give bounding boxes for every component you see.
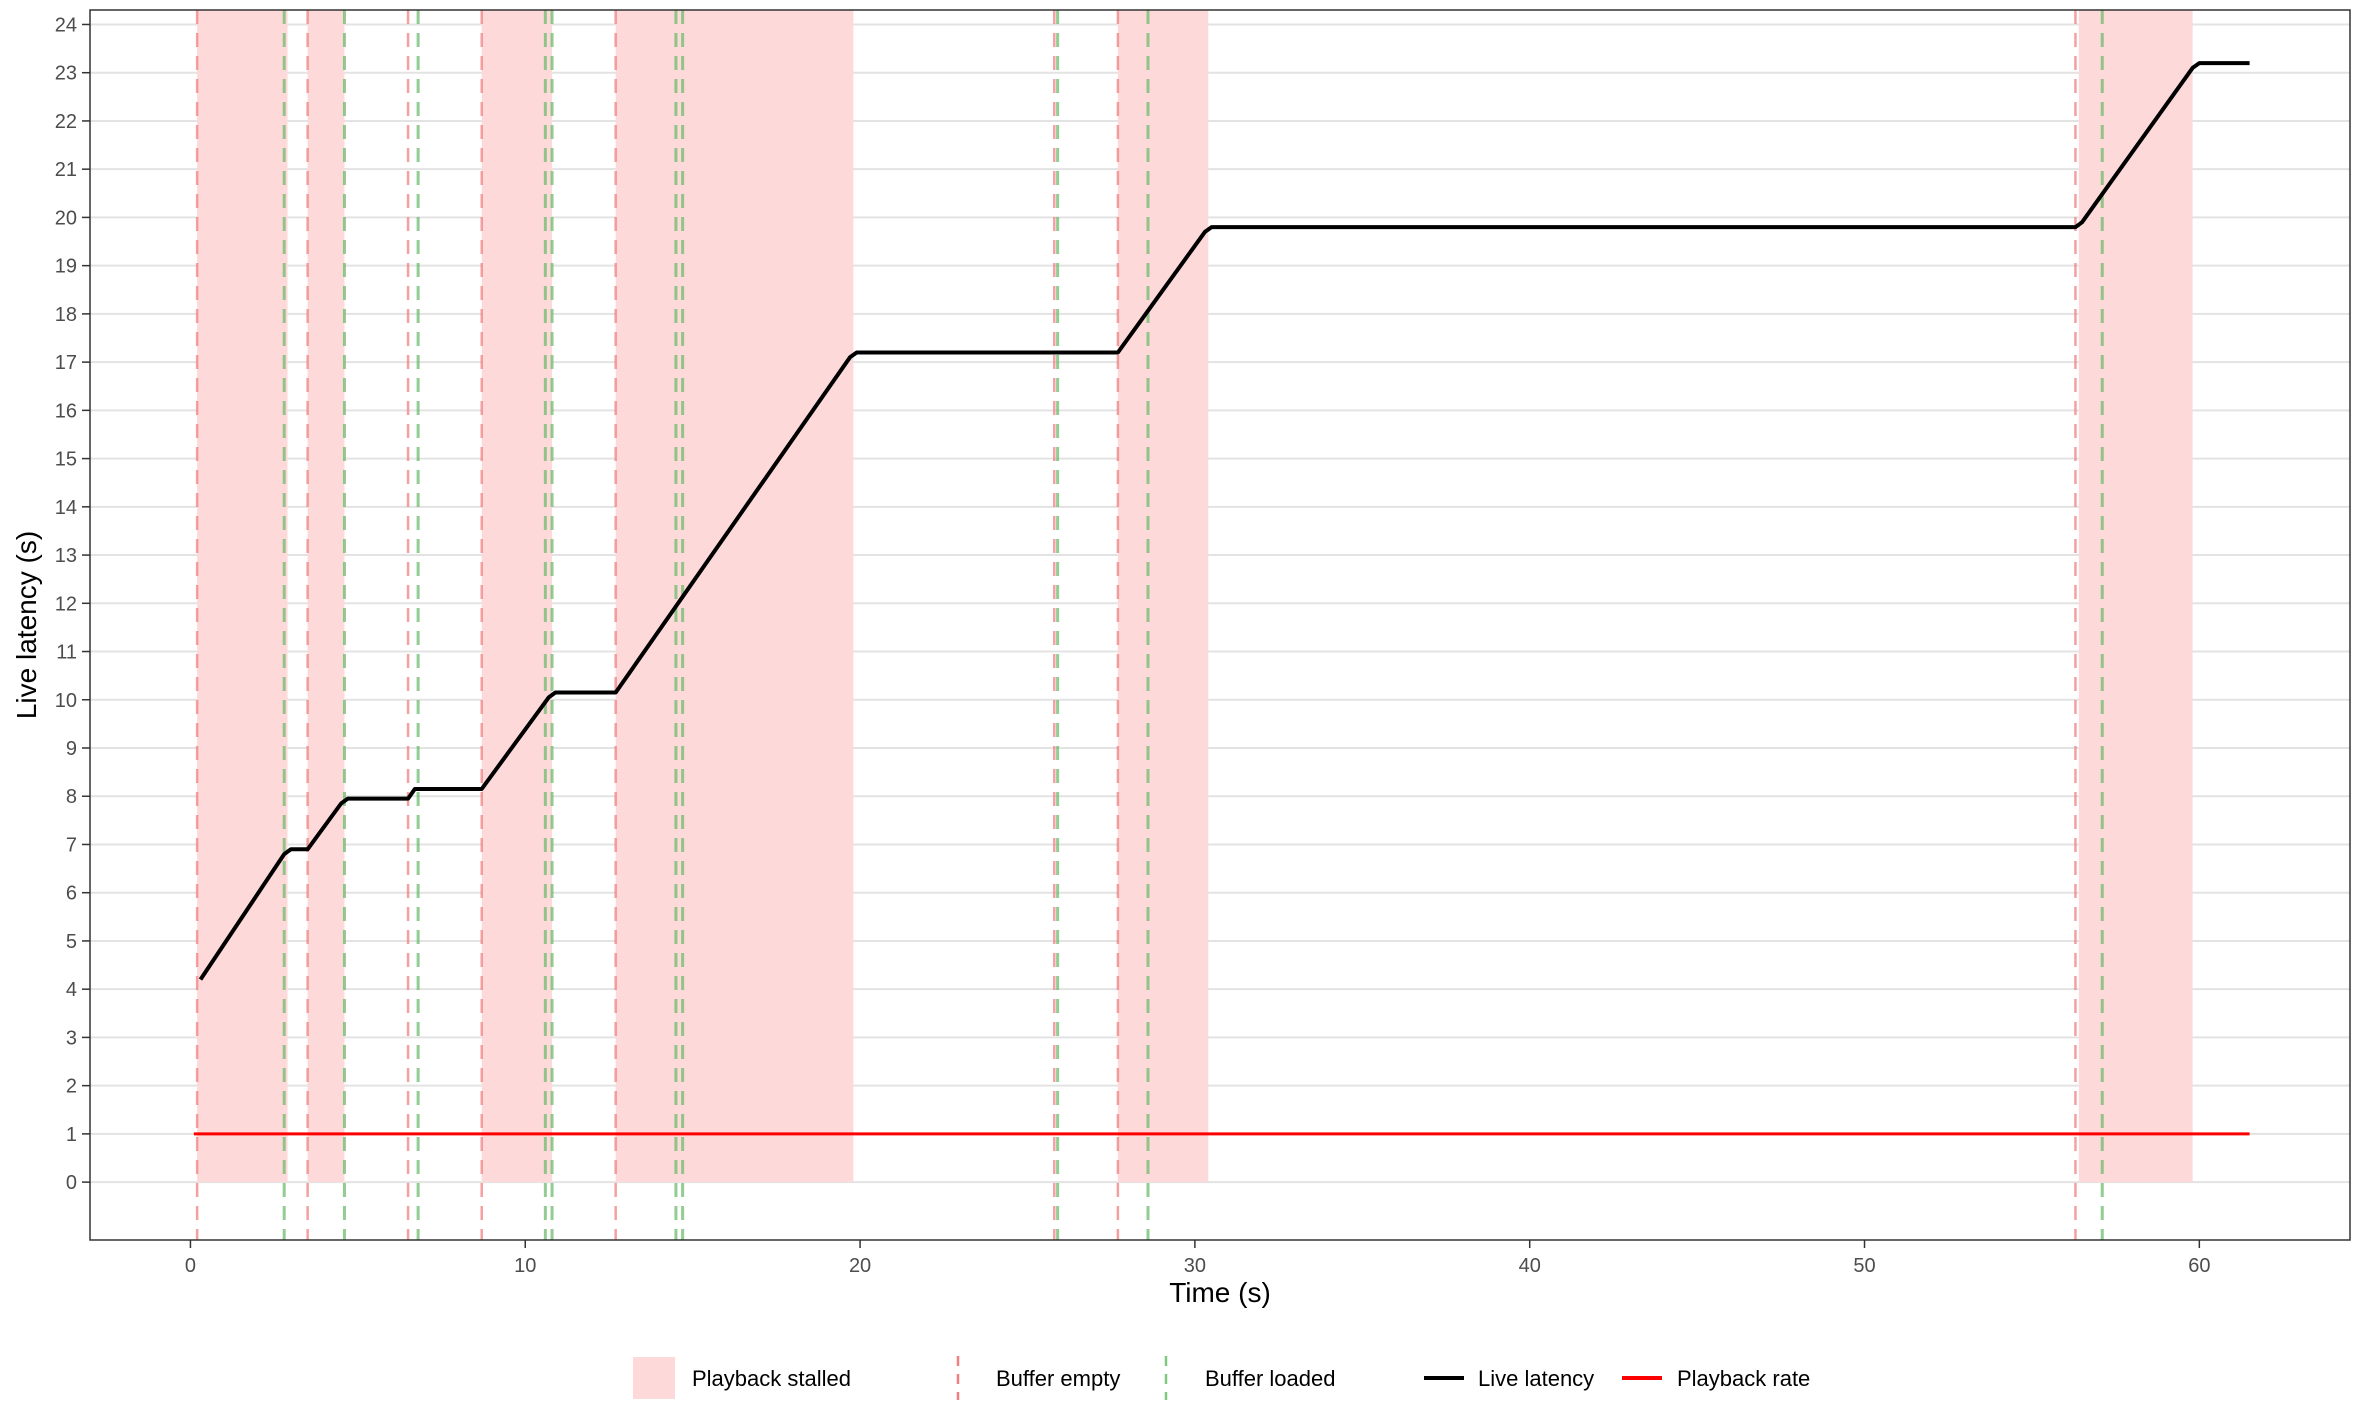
y-tick-label: 24 (55, 14, 77, 36)
buffer-event-lines (195, 10, 2104, 1240)
x-tick-label: 10 (514, 1255, 536, 1277)
x-tick-label: 40 (1519, 1255, 1541, 1277)
y-tick-label: 4 (66, 979, 77, 1001)
series-lines (193, 61, 2250, 1136)
y-tick-label: 1 (66, 1124, 77, 1146)
legend-key-playback-stalled (633, 1357, 675, 1399)
stall-region (1117, 10, 1209, 1183)
x-tick-label: 0 (185, 1255, 196, 1277)
grid-lines (90, 23, 2350, 1184)
y-tick-label: 11 (56, 642, 77, 664)
y-tick-label: 22 (55, 111, 77, 133)
legend-label-buffer-empty: Buffer empty (996, 1366, 1120, 1391)
y-tick-label: 17 (55, 352, 77, 374)
stall-regions (197, 10, 2193, 1183)
stall-region (197, 10, 288, 1183)
y-tick-label: 3 (66, 1027, 77, 1049)
y-tick-label: 19 (55, 256, 77, 278)
y-axis-title: Live latency (s) (11, 531, 42, 719)
y-tick-label: 8 (66, 786, 77, 808)
legend-label-buffer-loaded: Buffer loaded (1205, 1366, 1335, 1391)
stall-region (307, 10, 345, 1183)
x-tick-label: 60 (2188, 1255, 2210, 1277)
legend-label-playback-rate: Playback rate (1677, 1366, 1810, 1391)
y-tick-label: 9 (66, 738, 77, 760)
y-tick-label: 2 (66, 1076, 77, 1098)
y-tick-label: 10 (55, 690, 77, 712)
y-tick-label: 0 (66, 1172, 77, 1194)
y-tick-label: 16 (55, 400, 77, 422)
x-tick-label: 30 (1184, 1255, 1206, 1277)
stall-region (2078, 10, 2193, 1183)
y-tick-label: 13 (55, 545, 77, 567)
x-axis-ticks: 0 10 20 30 40 50 60 (185, 1240, 2210, 1277)
stall-region (615, 10, 854, 1183)
y-tick-label: 23 (55, 63, 77, 85)
x-tick-label: 20 (849, 1255, 871, 1277)
y-tick-label: 20 (55, 207, 77, 229)
y-tick-label: 7 (66, 834, 77, 856)
x-tick-label: 50 (1853, 1255, 1875, 1277)
y-tick-label: 12 (55, 593, 77, 615)
legend-label-playback-stalled: Playback stalled (692, 1366, 851, 1391)
y-tick-label: 15 (55, 449, 77, 471)
y-tick-label: 6 (66, 883, 77, 905)
y-tick-label: 21 (55, 159, 77, 181)
legend-label-live-latency: Live latency (1478, 1366, 1594, 1391)
live-latency-line (198, 61, 2250, 981)
y-tick-label: 18 (55, 304, 77, 326)
y-tick-label: 14 (55, 497, 77, 519)
y-tick-label: 5 (66, 931, 77, 953)
stall-region (481, 10, 553, 1183)
plot-panel-border (89, 9, 2351, 1241)
x-axis-title: Time (s) (1169, 1277, 1271, 1308)
legend: Playback stalled Buffer empty Buffer loade… (633, 1356, 1810, 1400)
